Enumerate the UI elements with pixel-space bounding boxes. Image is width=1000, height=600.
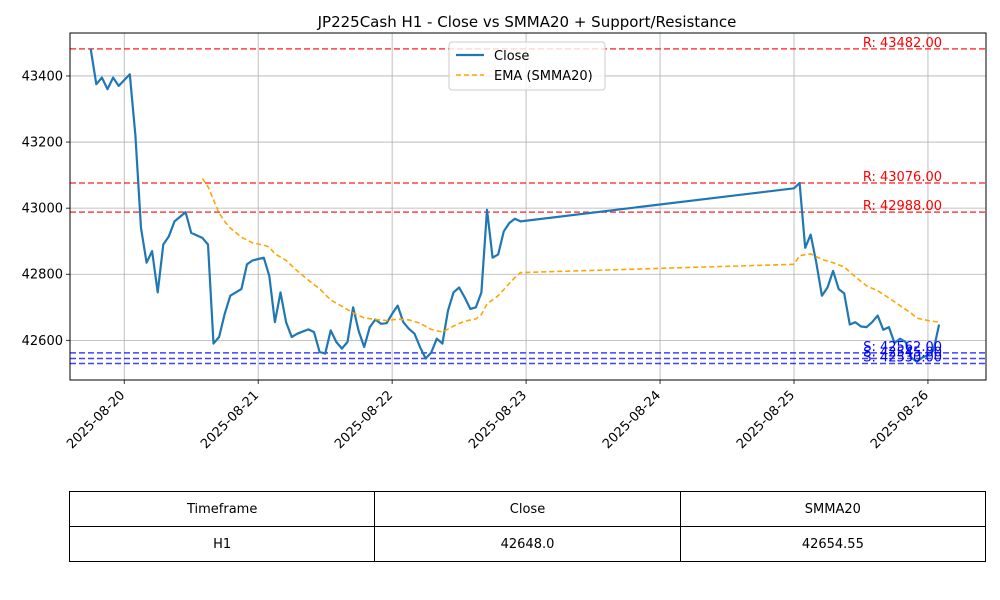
resistance-label: R: 43076.00	[863, 170, 942, 185]
smma20-line	[201, 177, 940, 333]
x-tick-label: 2025-08-23	[466, 388, 530, 452]
x-tick-label: 2025-08-26	[868, 388, 932, 452]
price-chart: JP225Cash H1 - Close vs SMMA20 + Support…	[22, 13, 987, 452]
plot-frame	[69, 32, 987, 381]
table-header-cell: Close	[374, 491, 681, 527]
x-tick-label: 2025-08-24	[600, 388, 664, 452]
series-lines	[89, 48, 941, 363]
x-tick-label: 2025-08-20	[64, 388, 128, 452]
x-tick-label: 2025-08-21	[198, 388, 262, 452]
y-tick-label: 43400	[22, 69, 63, 84]
x-tick-label: 2025-08-25	[734, 388, 798, 452]
resistance-label: R: 43482.00	[863, 36, 942, 51]
y-axis: 42600 42800 43000 43200 43400	[22, 69, 70, 349]
y-tick-label: 42800	[22, 268, 63, 283]
legend: Close EMA (SMMA20)	[448, 41, 606, 91]
table-header-cell: SMMA20	[679, 491, 987, 527]
table-cell-smma20: 42654.55	[679, 526, 987, 562]
y-tick-label: 43200	[22, 136, 63, 151]
resistance-label: R: 42988.00	[863, 199, 942, 214]
table-row: H1 42648.0 42654.55	[68, 526, 987, 562]
table-header-cell: Timeframe	[68, 491, 376, 527]
legend-close-label: Close	[494, 49, 529, 64]
y-tick-label: 43000	[22, 202, 63, 217]
table-header-row: Timeframe Close SMMA20	[68, 491, 987, 527]
legend-ema-label: EMA (SMMA20)	[494, 69, 593, 84]
support-label: S: 42530.00	[863, 350, 942, 365]
x-axis: 2025-08-20 2025-08-21 2025-08-22 2025-08-23…	[64, 380, 932, 452]
chart-title: JP225Cash H1 - Close vs SMMA20 + Support…	[317, 13, 737, 31]
support-label: S: 42545.00	[863, 346, 942, 361]
table-cell-timeframe: H1	[68, 526, 376, 562]
y-tick-label: 42600	[22, 334, 63, 349]
support-label: S: 42562.00	[863, 340, 942, 355]
legend-box	[448, 41, 606, 91]
x-tick-label: 2025-08-22	[332, 388, 396, 452]
close-line	[89, 48, 941, 363]
summary-table: Timeframe Close SMMA20 H1 42648.0 42654.…	[68, 491, 987, 562]
level-labels: R: 43482.00 R: 43076.00 R: 42988.00 S: 4256…	[863, 36, 942, 366]
table-cell-close: 42648.0	[374, 526, 681, 562]
